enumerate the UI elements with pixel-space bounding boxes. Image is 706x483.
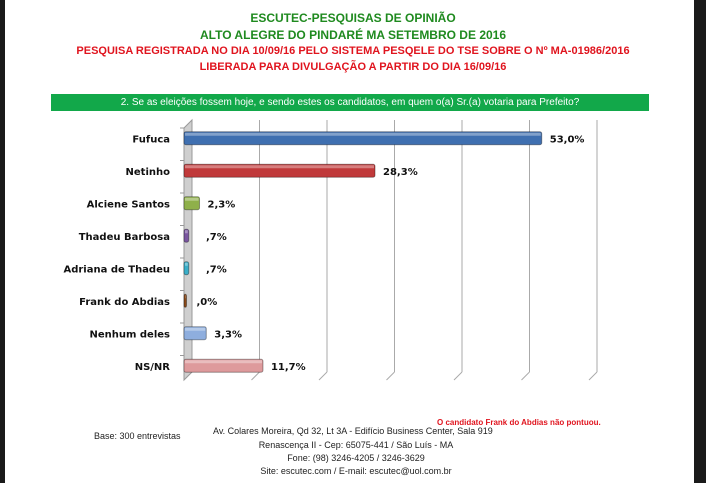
registration-note: PESQUISA REGISTRADA NO DIA 10/09/16 PELO…: [76, 45, 630, 57]
title: ESCUTEC-PESQUISAS DE OPINIÃO: [250, 11, 456, 25]
subtitle: ALTO ALEGRE DO PINDARÉ MA SETEMBRO DE 20…: [199, 28, 507, 42]
data-label: 28,3%: [383, 167, 418, 178]
bar-highlight: [185, 197, 199, 201]
category-label: Thadeu Barbosa: [79, 232, 170, 243]
bar: [183, 131, 543, 146]
release-note: LIBERADA PARA DIVULGAÇÃO A PARTIR DO DIA…: [199, 61, 507, 73]
axis-wall: [183, 118, 193, 382]
data-label: 53,0%: [550, 134, 585, 145]
bar-chart: Fufuca 53,0% Netinho 28,3% Alciene Santos 2,3…: [63, 118, 598, 382]
gridline-base: [521, 371, 530, 381]
gridline-base: [386, 371, 395, 381]
sample-base: Base: 300 entrevistas: [94, 431, 181, 441]
footer-note: O candidato Frank do Abdias não pontuou.: [437, 418, 601, 427]
gridline-base: [318, 371, 328, 381]
data-label: ,7%: [206, 264, 227, 275]
category-label: Fufuca: [132, 134, 170, 145]
phone: Fone: (98) 3246-4205 / 3246-3629: [287, 453, 425, 463]
data-label: 2,3%: [208, 199, 236, 210]
bar-highlight: [185, 295, 186, 299]
data-label: ,0%: [197, 297, 218, 308]
sheet: [5, 0, 694, 483]
bar-highlight: [185, 230, 188, 234]
category-label: Adriana de Thadeu: [63, 264, 170, 275]
data-label: 11,7%: [271, 362, 306, 373]
bar: [183, 196, 201, 211]
data-label: ,7%: [206, 232, 227, 243]
data-label: 3,3%: [214, 329, 242, 340]
gridline-base: [453, 371, 463, 381]
bar: [183, 293, 187, 308]
question-banner: 2. Se as eleições fossem hoje, e sendo e…: [51, 94, 649, 111]
site-email: Site: escutec.com / E-mail: escutec@uol.…: [260, 466, 452, 476]
bar-highlight: [185, 132, 541, 136]
category-label: Alciene Santos: [87, 199, 170, 210]
bar: [183, 261, 190, 276]
address-line-1: Av. Colares Moreira, Qd 32, Lt 3A - Edif…: [213, 426, 493, 436]
gridline-base: [588, 371, 598, 381]
bar: [183, 163, 376, 178]
gridline-base: [251, 371, 260, 381]
bar-highlight: [185, 262, 188, 266]
category-label: Frank do Abdias: [79, 297, 170, 308]
address-line-2: Renascença II - Cep: 65075-441 / São Luí…: [258, 440, 454, 450]
bar: [183, 326, 207, 341]
bar-highlight: [185, 360, 262, 364]
bar: [183, 228, 190, 243]
category-label: Netinho: [126, 167, 171, 178]
bar-highlight: [185, 165, 375, 169]
bar: [183, 358, 264, 373]
category-label: Nenhum deles: [89, 329, 170, 340]
category-label: NS/NR: [135, 362, 171, 373]
bar-highlight: [185, 327, 206, 331]
